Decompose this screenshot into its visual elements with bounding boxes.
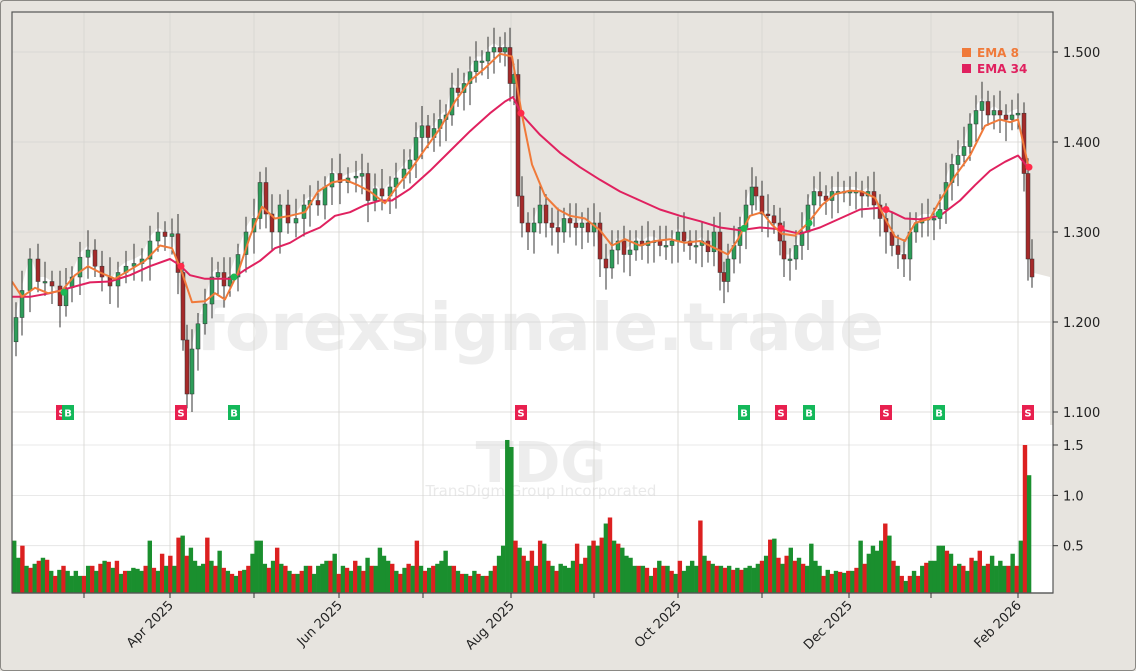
- legend-ema8-swatch: [962, 48, 971, 57]
- watermark-site: forexsignale.trade: [196, 289, 884, 366]
- buy-signal-marker: B: [803, 405, 815, 420]
- svg-text:S: S: [517, 409, 524, 420]
- signal-markers: SBSBSBSBSBS: [56, 405, 1034, 420]
- svg-text:B: B: [805, 409, 813, 420]
- sell-signal-marker: S: [1022, 405, 1034, 420]
- legend-ema34: EMA 34: [977, 62, 1027, 76]
- watermark: forexsignale.trade TDG TransDigm Group I…: [196, 289, 884, 500]
- svg-text:S: S: [177, 409, 184, 420]
- legend: EMA 8 EMA 34: [962, 46, 1027, 76]
- volume-tick-label: 1.5: [1063, 439, 1084, 454]
- price-tick-label: 1.200: [1063, 316, 1100, 331]
- svg-text:S: S: [777, 409, 784, 420]
- date-tick-label: Oct 2025: [632, 598, 685, 651]
- volume-tick-label: 1.0: [1063, 489, 1084, 504]
- legend-ema8: EMA 8: [977, 46, 1019, 60]
- price-tick-label: 1.300: [1063, 226, 1100, 241]
- candlesticks: [13, 27, 1035, 412]
- date-axis: Apr 2025 Jun 2025 Aug 2025 Oct 2025 Dec 2025…: [83, 593, 1025, 653]
- ema-lines: [12, 52, 1033, 304]
- svg-text:B: B: [230, 409, 238, 420]
- buy-signal-marker: B: [738, 405, 750, 420]
- svg-text:S: S: [882, 409, 889, 420]
- date-tick-label: Feb 2026: [972, 598, 1025, 651]
- price-tick-label: 1.400: [1063, 136, 1100, 151]
- legend-ema34-swatch: [962, 64, 971, 73]
- watermark-ticker: TDG: [476, 431, 607, 496]
- svg-text:B: B: [935, 409, 943, 420]
- buy-signal-marker: B: [228, 405, 240, 420]
- date-tick-label: Apr 2025: [124, 598, 177, 651]
- volume-axis: 1.5 1.0 0.5: [1053, 439, 1084, 555]
- price-tick-label: 1.100: [1063, 406, 1100, 421]
- volume-bars: [12, 439, 1032, 593]
- svg-text:B: B: [64, 409, 72, 420]
- volume-tick-label: 0.5: [1063, 540, 1084, 555]
- sell-signal-marker: S: [175, 405, 187, 420]
- date-tick-label: Aug 2025: [463, 598, 518, 653]
- date-tick-label: Jun 2025: [294, 598, 346, 650]
- svg-text:S: S: [1024, 409, 1031, 420]
- sell-signal-marker: S: [775, 405, 787, 420]
- svg-text:B: B: [740, 409, 748, 420]
- sell-signal-marker: S: [515, 405, 527, 420]
- date-tick-label: Dec 2025: [801, 598, 856, 653]
- sell-signal-marker: S: [880, 405, 892, 420]
- price-axis: 1.500 1.400 1.300 1.200 1.100: [1053, 46, 1100, 421]
- price-tick-label: 1.500: [1063, 46, 1100, 61]
- buy-signal-marker: B: [62, 405, 74, 420]
- buy-signal-marker: B: [933, 405, 945, 420]
- watermark-company: TransDigm Group Incorporated: [425, 482, 657, 500]
